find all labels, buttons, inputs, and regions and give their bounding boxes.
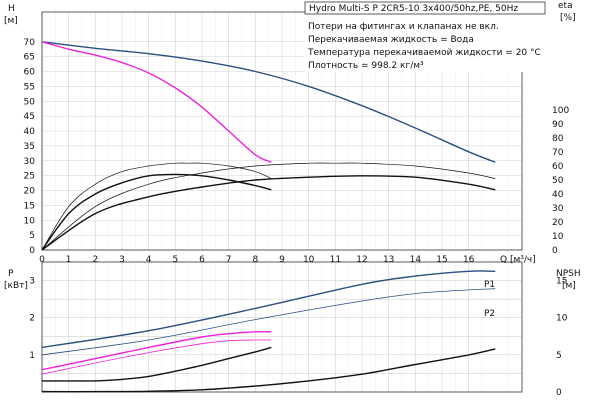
info-line-losses: Потери на фитингах и клапанах не вкл. bbox=[308, 22, 499, 32]
head-curve-1 bbox=[41, 41, 272, 163]
y-tick-label-h: 40 bbox=[24, 127, 36, 137]
y-tick-label-h: 0 bbox=[29, 246, 35, 256]
efficiency-curve-5 bbox=[41, 162, 496, 251]
info-box-bg bbox=[305, 0, 545, 72]
y-tick-label-h: 5 bbox=[29, 231, 35, 241]
x-tick-label: 1 bbox=[66, 255, 72, 265]
y-tick-label-h: 65 bbox=[24, 53, 35, 63]
x-tick-label: 9 bbox=[279, 255, 285, 265]
x-tick-label: 11 bbox=[330, 255, 341, 265]
y-tick-label-h: 30 bbox=[24, 157, 36, 167]
y-tick-label-h: 25 bbox=[24, 172, 35, 182]
info-line-density: Плотность = 998.2 кг/м³ bbox=[308, 61, 424, 71]
bottom-plot-series bbox=[41, 270, 496, 393]
power-curve-3 bbox=[41, 339, 272, 375]
y-axis-label-h: H bbox=[8, 4, 15, 14]
y-tick-label-npsh: 0 bbox=[556, 388, 562, 398]
series-label-p2: P2 bbox=[484, 309, 495, 319]
y-tick-label-npsh: 5 bbox=[556, 351, 562, 361]
info-box-header-frame bbox=[304, 1, 546, 15]
x-tick-label: 8 bbox=[252, 255, 258, 265]
y-tick-label-h: 55 bbox=[24, 82, 35, 92]
x-tick-label: 2 bbox=[92, 255, 98, 265]
y-axis-unit-h: [м] bbox=[4, 16, 18, 26]
y-tick-label-npsh: 15 bbox=[556, 277, 567, 287]
power-curve-2 bbox=[41, 330, 272, 371]
y-tick-label-h: 70 bbox=[24, 38, 36, 48]
y-tick-label-h: 50 bbox=[24, 97, 36, 107]
x-tick-label: 0 bbox=[39, 255, 45, 265]
y-tick-label-npsh: 10 bbox=[556, 314, 568, 324]
x-tick-label: 5 bbox=[172, 255, 178, 265]
y-tick-label-eta: 40 bbox=[552, 190, 564, 200]
efficiency-curve-4 bbox=[41, 175, 496, 251]
y-tick-label-h: 15 bbox=[24, 201, 35, 211]
axis-tick-labels: 0 1 2 3 4 5 6 7 8 9 10 11 12 13 14 15 160510152025303540… bbox=[24, 38, 570, 398]
x-tick-label: 13 bbox=[383, 255, 394, 265]
power-curve-1 bbox=[41, 288, 496, 356]
y-axis-unit-npsh: [м] bbox=[562, 281, 576, 291]
x-tick-label: 16 bbox=[463, 255, 475, 265]
x-tick-label: 3 bbox=[119, 255, 125, 265]
info-line-liquid: Перекачиваемая жидкость = Вода bbox=[308, 35, 474, 45]
y-tick-label-eta: 20 bbox=[552, 218, 564, 228]
y-tick-label-eta: 60 bbox=[552, 162, 564, 172]
top-plot-frame bbox=[41, 11, 523, 251]
efficiency-curve-2 bbox=[41, 173, 272, 251]
y-axis-label-eta: eta bbox=[558, 1, 573, 11]
efficiency-curve-3 bbox=[41, 162, 272, 251]
power-curve-0 bbox=[41, 270, 496, 349]
y-axis-unit-p: [кВт] bbox=[4, 281, 28, 291]
x-tick-label: 15 bbox=[436, 255, 447, 265]
y-tick-label-eta: 0 bbox=[552, 246, 558, 256]
y-tick-label-eta: 10 bbox=[552, 232, 564, 242]
x-tick-label: 6 bbox=[199, 255, 205, 265]
head-curve-0 bbox=[41, 41, 496, 163]
y-tick-label-p: 2 bbox=[29, 314, 35, 324]
npsh-curve-4 bbox=[41, 346, 272, 382]
bottom-plot-frame bbox=[41, 261, 523, 393]
y-tick-label-eta: 70 bbox=[552, 148, 564, 158]
y-tick-label-eta: 30 bbox=[552, 204, 564, 214]
y-tick-label-eta: 50 bbox=[552, 176, 564, 186]
y-tick-label-eta: 100 bbox=[552, 106, 569, 116]
info-line-temperature: Температура перекачиваемой жидкости = 20… bbox=[307, 48, 541, 58]
y-axis-label-npsh: NPSH bbox=[556, 269, 581, 279]
y-tick-label-h: 20 bbox=[24, 187, 36, 197]
x-tick-label: 12 bbox=[356, 255, 367, 265]
x-tick-label: 14 bbox=[410, 255, 422, 265]
y-axis-unit-eta: [%] bbox=[560, 13, 576, 23]
y-tick-label-p: 3 bbox=[29, 277, 35, 287]
y-tick-label-h: 45 bbox=[24, 112, 35, 122]
series-label-p1: P1 bbox=[484, 280, 495, 290]
y-tick-label-eta: 80 bbox=[552, 134, 564, 144]
y-tick-label-eta: 90 bbox=[552, 120, 564, 130]
y-tick-label-h: 10 bbox=[24, 216, 36, 226]
bottom-plot-grid bbox=[41, 262, 522, 392]
x-tick-label: 7 bbox=[226, 255, 232, 265]
y-tick-label-p: 1 bbox=[29, 351, 35, 361]
x-axis-label-q: Q [м³/ч] bbox=[500, 255, 536, 265]
y-tick-label-h: 35 bbox=[24, 142, 35, 152]
top-plot-series bbox=[41, 41, 496, 251]
npsh-curve-5 bbox=[41, 348, 496, 393]
x-tick-label: 4 bbox=[146, 255, 152, 265]
y-tick-label-h: 60 bbox=[24, 68, 36, 78]
x-tick-label: 10 bbox=[303, 255, 315, 265]
info-box-header: Hydro Multi-S P 2CR5-10 3x400/50hz,PE, 5… bbox=[309, 4, 518, 14]
y-axis-label-p: P bbox=[8, 269, 14, 279]
